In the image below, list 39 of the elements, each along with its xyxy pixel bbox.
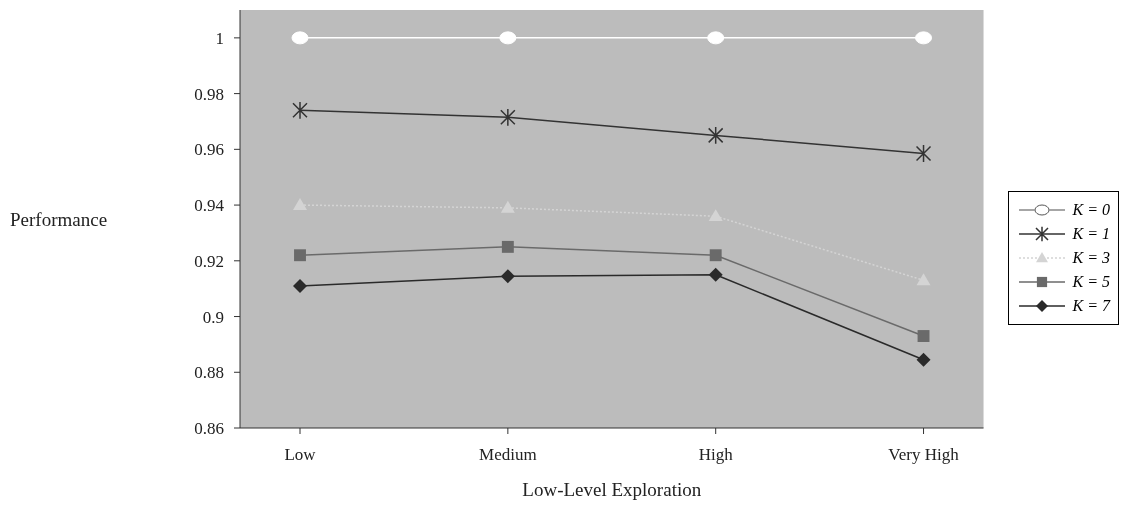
legend-label: K = 7 [1072, 297, 1110, 315]
point [915, 31, 933, 45]
point [499, 31, 517, 45]
x-tick-label: Low [284, 445, 317, 465]
legend-label: K = 1 [1072, 225, 1110, 243]
y-axis-title: Performance [10, 208, 108, 230]
point [708, 209, 723, 222]
y-tick-label: 0.88 [194, 363, 224, 383]
point [500, 108, 516, 127]
legend-label: K = 3 [1072, 249, 1110, 267]
y-tick-label: 0.94 [194, 196, 225, 216]
point [500, 200, 515, 213]
point [915, 144, 932, 163]
point [916, 352, 931, 367]
y-tick-label: 0.86 [194, 419, 224, 439]
x-tick-label: High [698, 445, 734, 465]
y-tick-label: 0.98 [194, 84, 224, 104]
point [294, 249, 306, 262]
point [501, 240, 514, 253]
point [707, 126, 724, 145]
point [709, 249, 722, 262]
point [500, 269, 515, 284]
x-axis-title: Low-Level Exploration [522, 479, 702, 500]
legend-label: K = 0 [1072, 201, 1110, 219]
point [293, 198, 307, 210]
x-tick-label: Medium [479, 445, 537, 465]
y-tick-label: 0.9 [202, 307, 224, 327]
y-tick-label: 0.92 [194, 251, 224, 271]
point [292, 101, 308, 120]
point [293, 278, 307, 293]
point [917, 330, 930, 342]
y-tick-label: 0.96 [194, 140, 224, 160]
point [708, 267, 723, 282]
point [707, 31, 725, 45]
x-tick-label: Very High [888, 445, 960, 465]
legend-label: K = 5 [1072, 273, 1110, 291]
point [291, 31, 309, 45]
y-tick-label: 1 [215, 28, 224, 48]
point [916, 273, 931, 286]
